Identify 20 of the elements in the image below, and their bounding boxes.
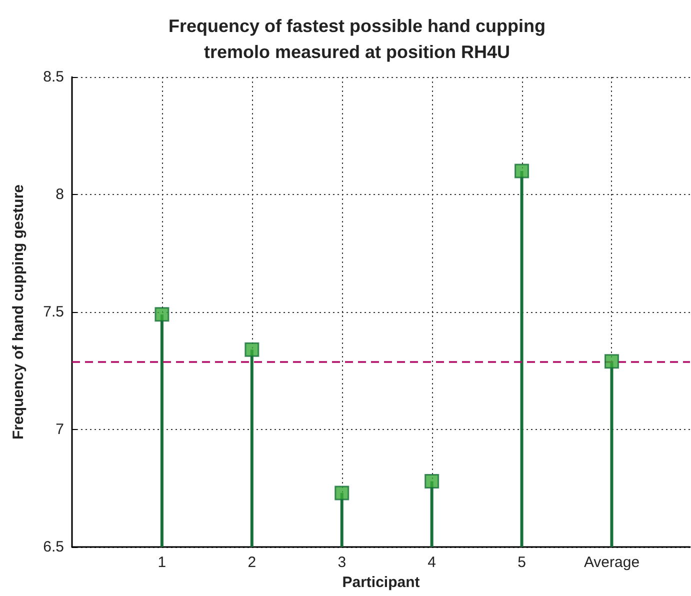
y-tick-label: 6.5 xyxy=(43,538,64,556)
y-tick-label: 8 xyxy=(56,186,64,203)
x-tick-label: 2 xyxy=(248,554,256,571)
x-tick-label: 3 xyxy=(338,554,346,571)
chart-title: Frequency of fastest possible hand cupping tremolo measured at position RH4U xyxy=(168,16,546,62)
point xyxy=(424,474,440,488)
x-tick-label: Average xyxy=(584,554,640,571)
point xyxy=(334,486,350,500)
point xyxy=(244,342,260,357)
x-tick-label: 1 xyxy=(158,554,166,571)
x-axis-title: Participant xyxy=(342,574,420,591)
y-tick-label: 7 xyxy=(56,421,64,438)
point xyxy=(514,164,530,178)
y-tick-label: 8.5 xyxy=(43,68,64,86)
x-tick-label: 5 xyxy=(518,554,526,571)
point xyxy=(604,354,619,369)
y-tick-label: 7.5 xyxy=(43,304,64,320)
point xyxy=(154,307,170,322)
y-axis-title: Frequency of hand cupping gesture xyxy=(10,184,27,440)
x-tick-label: 4 xyxy=(428,554,436,571)
